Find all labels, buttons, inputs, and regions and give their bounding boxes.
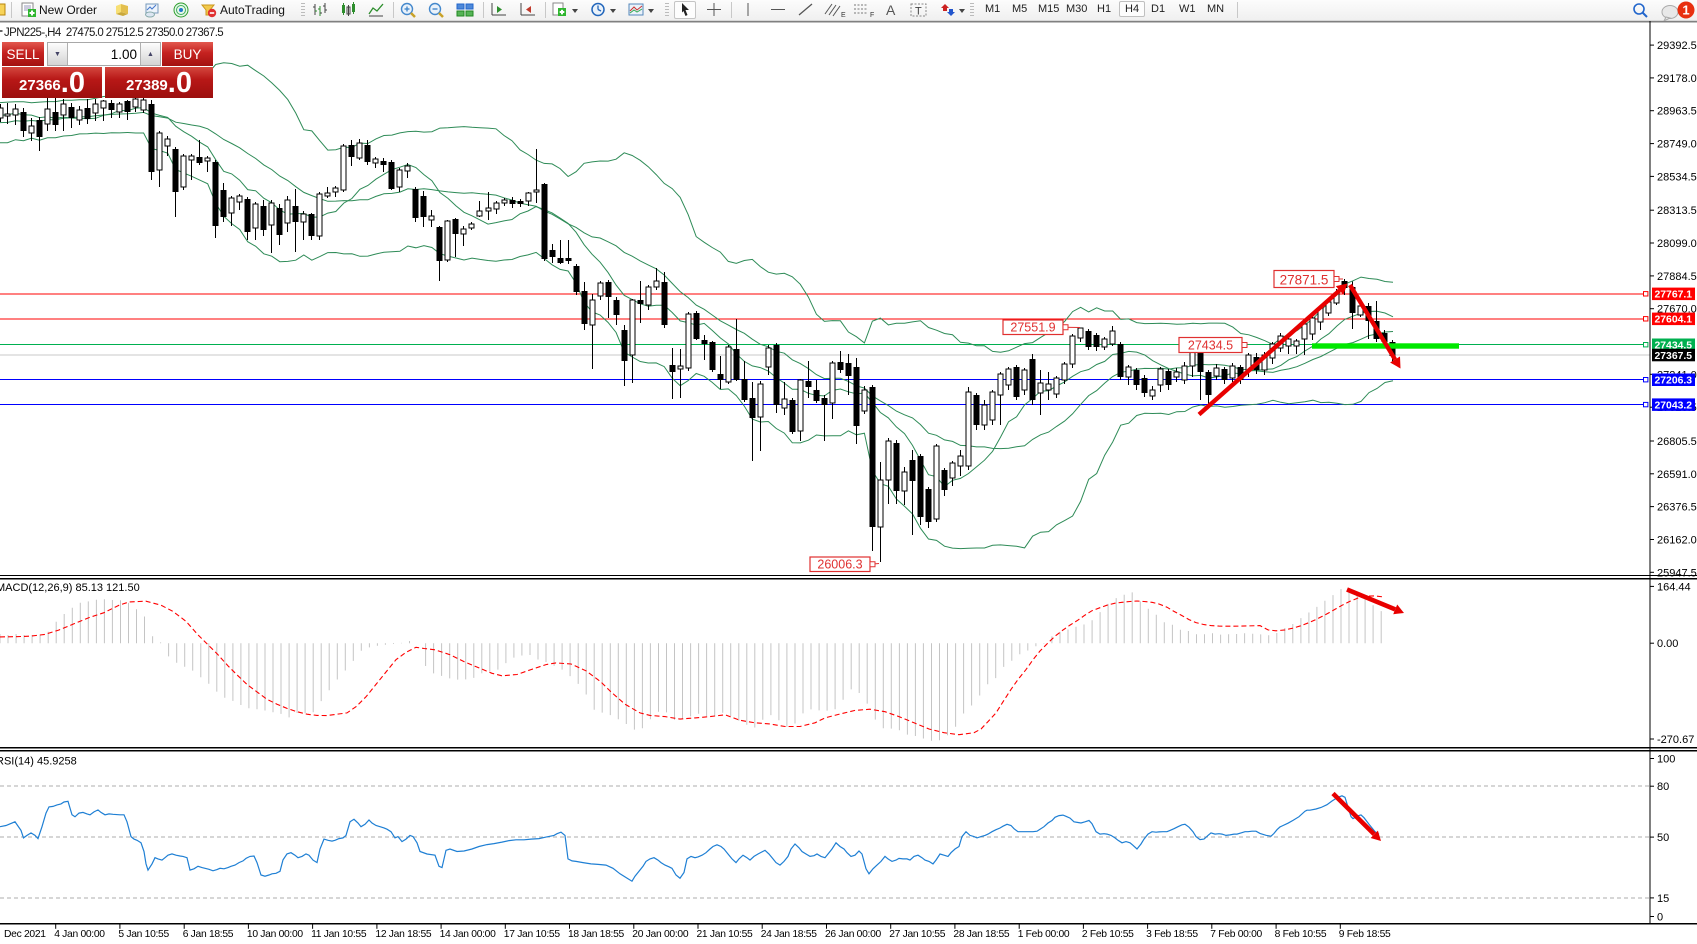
svg-text:MACD(12,26,9) 85.13 121.50: MACD(12,26,9) 85.13 121.50 [0, 582, 140, 594]
svg-text:T: T [915, 6, 922, 18]
svg-text:29392.5: 29392.5 [1657, 40, 1697, 52]
svg-text:27206.3: 27206.3 [1655, 376, 1693, 387]
svg-text:29178.0: 29178.0 [1657, 73, 1697, 85]
svg-text:28963.5: 28963.5 [1657, 106, 1697, 118]
svg-text:27767.1: 27767.1 [1655, 290, 1693, 301]
svg-text:6 Jan 18:55: 6 Jan 18:55 [183, 929, 234, 940]
svg-text:7 Feb 00:00: 7 Feb 00:00 [1210, 929, 1262, 940]
svg-text:9 Feb 18:55: 9 Feb 18:55 [1339, 929, 1391, 940]
svg-text:27043.2: 27043.2 [1655, 400, 1693, 411]
svg-text:27434.5: 27434.5 [1655, 341, 1693, 352]
svg-text:20 Jan 00:00: 20 Jan 00:00 [632, 929, 689, 940]
svg-text:27871.5: 27871.5 [1280, 272, 1329, 287]
svg-text:A: A [886, 2, 896, 18]
svg-text:5 Jan 10:55: 5 Jan 10:55 [118, 929, 169, 940]
svg-text:18 Jan 18:55: 18 Jan 18:55 [568, 929, 625, 940]
svg-text:12 Jan 18:55: 12 Jan 18:55 [375, 929, 432, 940]
svg-text:28534.5: 28534.5 [1657, 171, 1697, 183]
svg-text:27884.5: 27884.5 [1657, 271, 1697, 283]
svg-text:10 Jan 00:00: 10 Jan 00:00 [247, 929, 304, 940]
svg-text:26 Jan 00:00: 26 Jan 00:00 [825, 929, 882, 940]
svg-text:27434.5: 27434.5 [1188, 338, 1233, 352]
svg-text:1 Feb 00:00: 1 Feb 00:00 [1018, 929, 1070, 940]
svg-text:0: 0 [1657, 912, 1663, 924]
svg-text:4 Jan 00:00: 4 Jan 00:00 [54, 929, 105, 940]
svg-text:Dec 2021: Dec 2021 [4, 929, 46, 940]
svg-text:28099.0: 28099.0 [1657, 238, 1697, 250]
svg-text:RSI(14) 45.9258: RSI(14) 45.9258 [0, 756, 77, 768]
svg-text:27367.5: 27367.5 [1655, 351, 1693, 362]
svg-text:80: 80 [1657, 781, 1669, 793]
svg-text:28 Jan 18:55: 28 Jan 18:55 [953, 929, 1010, 940]
svg-text:28313.5: 28313.5 [1657, 205, 1697, 217]
svg-text:27 Jan 10:55: 27 Jan 10:55 [889, 929, 946, 940]
svg-text:26006.3: 26006.3 [817, 557, 862, 571]
svg-text:F: F [870, 12, 874, 19]
svg-text:25947.5: 25947.5 [1657, 567, 1697, 579]
svg-text:26805.5: 26805.5 [1657, 436, 1697, 448]
svg-text:1: 1 [1682, 3, 1689, 18]
svg-text:24 Jan 18:55: 24 Jan 18:55 [761, 929, 818, 940]
svg-text:14 Jan 00:00: 14 Jan 00:00 [440, 929, 497, 940]
svg-text:50: 50 [1657, 832, 1669, 844]
svg-text:3 Feb 18:55: 3 Feb 18:55 [1146, 929, 1198, 940]
svg-text:2 Feb 10:55: 2 Feb 10:55 [1082, 929, 1134, 940]
svg-text:26591.0: 26591.0 [1657, 469, 1697, 481]
svg-text:17 Jan 10:55: 17 Jan 10:55 [504, 929, 561, 940]
svg-text:26162.0: 26162.0 [1657, 535, 1697, 547]
svg-text:11 Jan 10:55: 11 Jan 10:55 [311, 929, 367, 940]
svg-text:E: E [841, 12, 846, 19]
svg-text:-270.67: -270.67 [1657, 734, 1694, 746]
svg-text:27551.9: 27551.9 [1010, 320, 1055, 334]
svg-text:27604.1: 27604.1 [1655, 315, 1693, 326]
svg-text:164.44: 164.44 [1657, 581, 1691, 593]
svg-text:15: 15 [1657, 893, 1669, 905]
svg-text:8 Feb 10:55: 8 Feb 10:55 [1275, 929, 1327, 940]
svg-text:26376.5: 26376.5 [1657, 502, 1697, 514]
svg-text:0.00: 0.00 [1657, 638, 1678, 650]
svg-text:28749.0: 28749.0 [1657, 139, 1697, 151]
svg-text:21 Jan 10:55: 21 Jan 10:55 [697, 929, 754, 940]
svg-text:100: 100 [1657, 754, 1675, 766]
